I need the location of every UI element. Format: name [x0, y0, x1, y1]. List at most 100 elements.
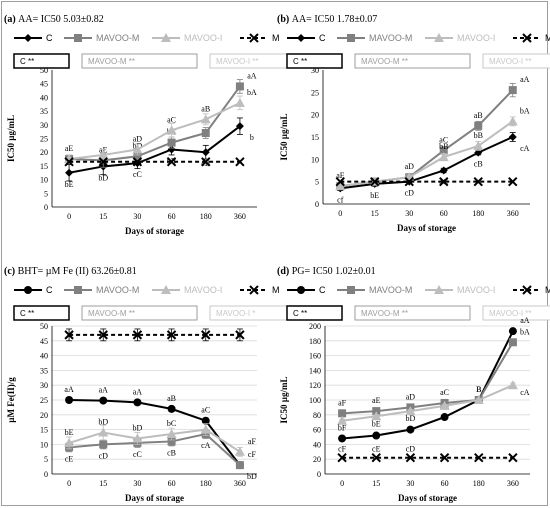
data-point	[64, 437, 75, 447]
y-axis-label: µM Fe(II)/g	[6, 377, 16, 423]
significance-text: C **	[20, 309, 34, 318]
y-tick-label: 180	[309, 337, 321, 346]
data-point	[234, 446, 245, 456]
data-point	[440, 413, 449, 422]
legend-label: M	[545, 285, 550, 295]
x-tick-label: 60	[168, 212, 176, 221]
data-point	[508, 327, 517, 336]
significance-text: C **	[293, 57, 307, 66]
y-tick-label: 0	[315, 200, 319, 209]
legend-marker	[522, 285, 532, 295]
y-tick-label: 80	[313, 411, 321, 420]
legend-marker	[297, 286, 305, 294]
point-label: B	[476, 385, 481, 394]
y-tick-label: 15	[311, 133, 319, 142]
x-tick-label: 15	[371, 209, 379, 218]
significance-text: C **	[293, 309, 307, 318]
legend-marker	[74, 286, 82, 294]
data-point	[338, 409, 347, 418]
data-point	[508, 176, 518, 187]
data-point	[132, 330, 143, 340]
panel-title-text: PG= IC50 1.02±0.01	[292, 266, 376, 277]
point-label: bB	[439, 142, 448, 151]
legend-marker	[434, 285, 444, 294]
legend-marker	[347, 286, 355, 294]
y-tick-label: 5	[44, 189, 48, 198]
data-point	[65, 168, 74, 177]
point-label: bC	[167, 419, 176, 428]
data-point	[99, 396, 108, 405]
point-label: cD	[99, 451, 109, 460]
data-point	[405, 453, 416, 463]
data-point	[508, 453, 518, 463]
significance-box	[354, 305, 471, 321]
data-point	[132, 144, 143, 154]
x-tick-label: 30	[406, 479, 414, 488]
x-tick-label: 360	[507, 209, 519, 218]
data-point	[167, 145, 176, 154]
data-point	[132, 433, 143, 443]
legend-label: C	[319, 285, 326, 295]
legend-marker	[161, 33, 171, 42]
x-tick-label: 360	[507, 479, 519, 488]
data-point	[405, 406, 416, 416]
significance-box	[81, 305, 198, 321]
significance-box	[286, 305, 343, 321]
legend-label: M	[272, 33, 280, 43]
series-line	[342, 341, 514, 415]
point-label: bD	[247, 472, 257, 481]
x-axis-label: Days of storage	[398, 493, 457, 503]
data-point	[372, 431, 381, 440]
x-axis-label: Days of storage	[125, 493, 184, 503]
y-tick-label: 40	[40, 352, 48, 361]
y-tick-label: 40	[40, 93, 48, 102]
data-point	[370, 176, 380, 187]
data-point	[439, 166, 448, 175]
panel-label: (a)	[4, 14, 18, 25]
y-tick-label: 30	[40, 121, 48, 130]
x-tick-label: 0	[67, 212, 71, 221]
x-tick-label: 360	[234, 212, 246, 221]
data-point	[99, 440, 108, 449]
y-tick-label: 100	[309, 396, 321, 405]
y-tick-label: 20	[40, 411, 48, 420]
y-tick-label: 25	[40, 135, 48, 144]
data-point	[439, 453, 450, 463]
legend-label: C	[319, 33, 326, 43]
point-label: aC	[201, 406, 210, 415]
data-point	[508, 338, 517, 347]
y-tick-label: 30	[311, 66, 319, 75]
data-point	[371, 453, 381, 463]
data-point	[337, 415, 348, 425]
point-label: aE	[65, 144, 74, 153]
panel-label: (c)	[4, 266, 18, 277]
significance-box	[286, 53, 343, 69]
data-point	[406, 425, 415, 434]
y-tick-label: 10	[40, 176, 48, 185]
point-label: aF	[336, 171, 345, 180]
data-point	[473, 395, 484, 404]
panel-title: (a) AA= IC50 5.03±0.82	[4, 14, 104, 25]
y-axis-label: IC50 µg/mL	[279, 114, 289, 161]
series-line	[68, 428, 241, 453]
point-label: cA	[520, 388, 530, 397]
x-tick-label: 0	[340, 479, 344, 488]
point-label: cF	[248, 450, 257, 459]
legend-label: MAVOO-I	[457, 33, 495, 43]
panel-c: (c) BHT= µM Fe (II) 63.26±0.81 C MAVOO-M MA…	[4, 266, 296, 503]
series-line	[68, 101, 241, 161]
data-point	[166, 157, 177, 167]
point-label: aB	[474, 111, 483, 120]
data-point	[508, 133, 517, 141]
point-label: aE	[372, 396, 381, 405]
legend-label: MAVOO-I	[184, 285, 222, 295]
data-point	[404, 176, 414, 187]
data-point	[200, 424, 211, 434]
point-label: cA	[520, 144, 530, 153]
y-tick-label: 5	[44, 455, 48, 464]
series-line	[69, 85, 241, 162]
point-label: aF	[248, 437, 257, 446]
point-label: bD	[133, 423, 143, 432]
data-point	[473, 176, 483, 187]
x-tick-label: 180	[200, 212, 212, 221]
